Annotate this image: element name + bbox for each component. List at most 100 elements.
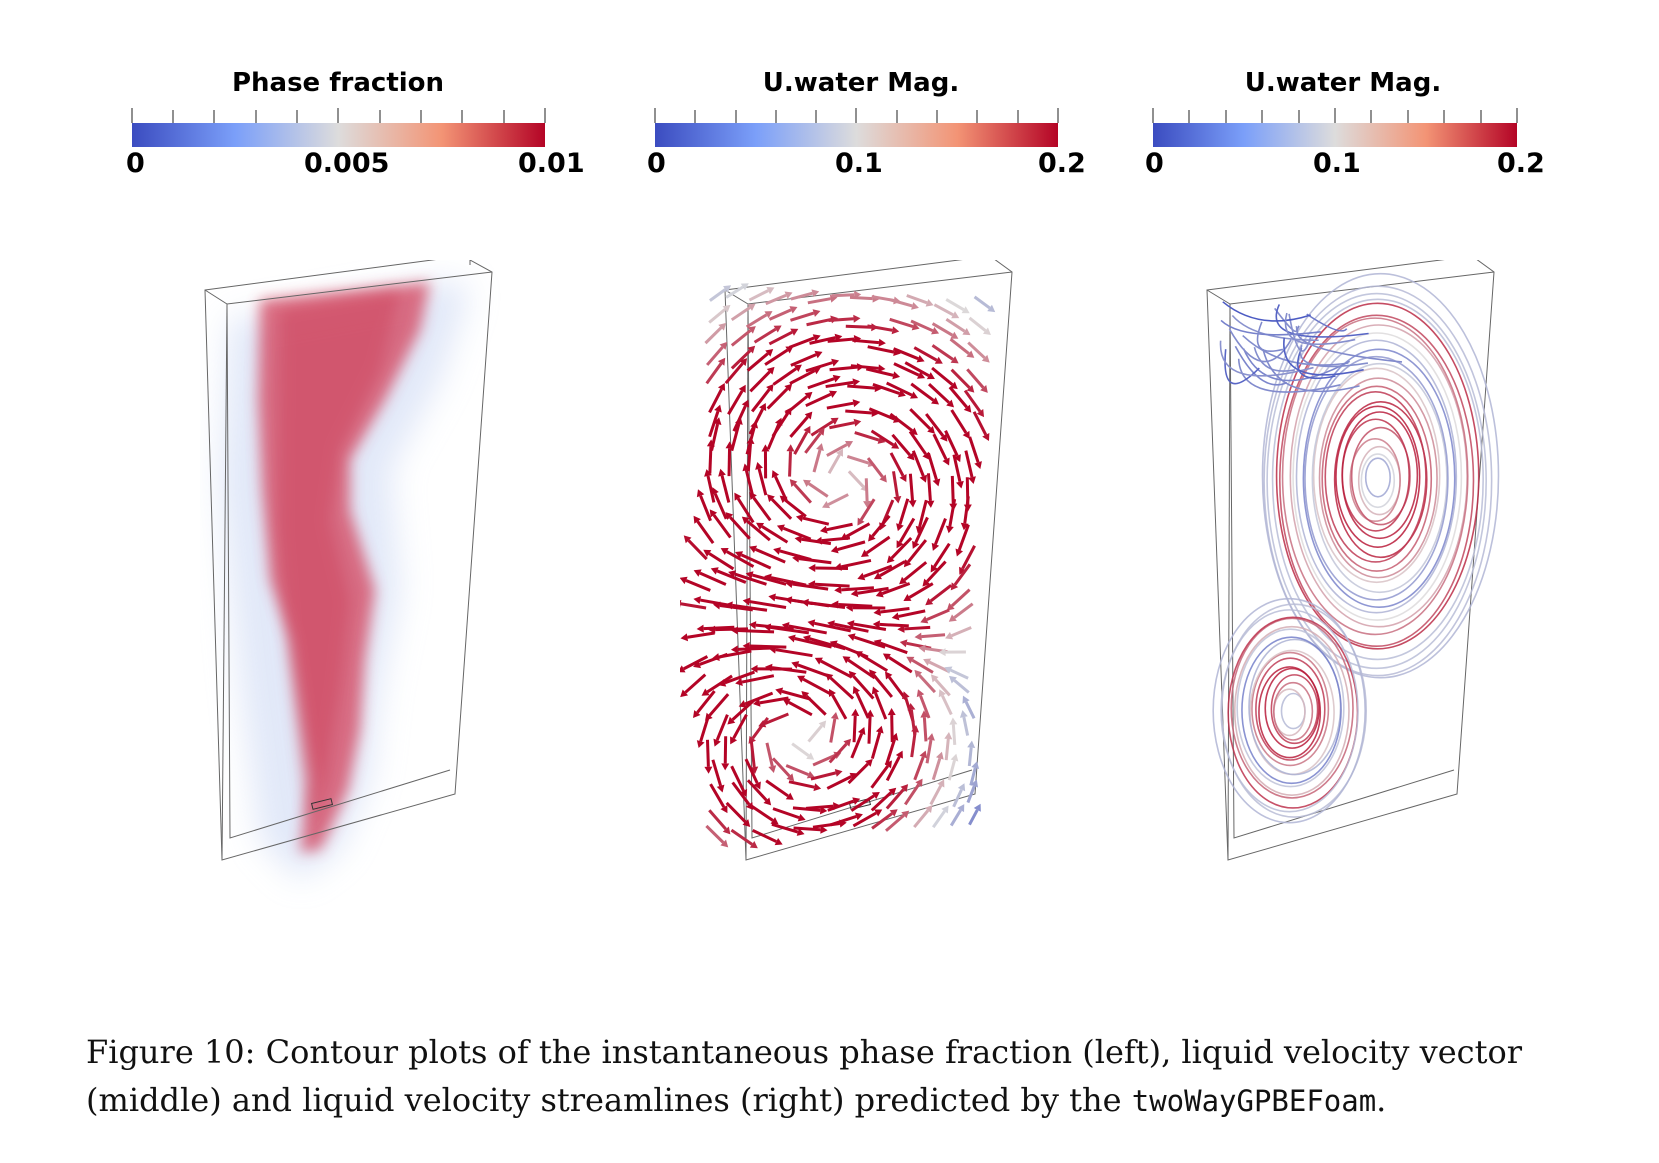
velocity-arrow-head — [739, 358, 748, 367]
velocity-arrow-shaft — [879, 641, 908, 655]
velocity-arrow-head — [916, 354, 925, 363]
velocity-arrow-shaft — [798, 557, 832, 565]
velocity-arrow-head — [926, 372, 935, 380]
velocity-arrow-head — [738, 384, 746, 393]
velocity-arrow-shaft — [829, 676, 855, 700]
velocity-arrow-head — [763, 623, 772, 632]
velocity-arrow-head — [944, 731, 953, 740]
velocity-arrow-shaft — [831, 694, 848, 720]
velocity-arrow-head — [712, 653, 720, 661]
streamline — [1321, 385, 1433, 572]
colorbar-velocity-vector: U.water Mag. 0 0.1 0.2 — [647, 68, 1086, 179]
velocity-arrow-shaft — [850, 732, 864, 759]
velocity-arrow-head — [843, 738, 852, 747]
streamline — [1304, 355, 1449, 601]
streamline — [1292, 332, 1463, 621]
velocity-arrow-shaft — [792, 582, 829, 591]
velocity-arrow-head — [936, 751, 944, 760]
velocity-arrow-head — [765, 349, 774, 357]
velocity-arrow-head — [747, 326, 756, 334]
velocity-arrow-shaft — [745, 313, 768, 329]
velocity-arrow-head — [959, 710, 968, 718]
velocity-arrow-shaft — [963, 496, 970, 524]
velocity-arrow-head — [816, 443, 824, 451]
velocity-arrow-shaft — [732, 603, 768, 612]
velocity-arrow-head — [812, 309, 821, 317]
streamline — [1271, 298, 1484, 661]
velocity-arrow-head — [717, 382, 726, 392]
velocity-arrow-head — [962, 695, 970, 704]
velocity-arrow-head — [680, 576, 688, 585]
velocity-arrow-head — [956, 480, 964, 489]
velocity-arrow-shaft — [797, 663, 831, 678]
velocity-arrow-shaft — [764, 348, 789, 366]
velocity-arrow-head — [806, 752, 815, 760]
velocity-arrow-shaft — [852, 338, 880, 345]
velocity-arrow-head — [779, 495, 788, 504]
velocity-arrow-head — [728, 570, 737, 578]
velocity-arrow-shaft — [741, 674, 775, 684]
velocity-arrow-head — [790, 328, 799, 336]
velocity-arrow-shaft — [904, 625, 931, 631]
velocity-arrow-head — [796, 828, 805, 836]
velocity-arrow-shaft — [889, 412, 914, 432]
velocity-vector-plot — [680, 260, 1013, 861]
velocity-arrow-head — [709, 509, 718, 518]
velocity-arrow-shaft — [814, 582, 850, 588]
velocity-arrow-head — [980, 384, 988, 393]
velocity-arrow-head — [910, 391, 919, 399]
velocity-arrow-head — [711, 487, 719, 496]
velocity-arrow-head — [857, 727, 866, 736]
velocity-arrow-shaft — [753, 327, 777, 344]
velocity-arrow-head — [720, 548, 729, 555]
velocity-arrow-head — [766, 383, 774, 392]
velocity-arrow-shaft — [730, 306, 751, 322]
streamline — [1258, 666, 1322, 759]
streamline — [1324, 391, 1427, 563]
velocity-arrow-head — [814, 350, 823, 359]
velocity-arrow-shaft — [765, 293, 787, 306]
velocity-arrow-head — [932, 478, 941, 487]
velocity-arrow-head — [789, 306, 798, 314]
velocity-arrow-head — [746, 436, 755, 445]
velocity-arrow-shaft — [880, 607, 910, 614]
velocity-arrow-shaft — [699, 715, 711, 742]
streamline — [1212, 597, 1366, 824]
velocity-arrow-head — [852, 797, 861, 805]
streamline — [1253, 346, 1295, 372]
streamline — [1236, 628, 1345, 788]
velocity-arrow-shaft — [820, 659, 852, 679]
velocity-arrow-shaft — [968, 809, 979, 826]
streamline — [1335, 405, 1421, 549]
velocity-arrow-shaft — [821, 536, 851, 543]
velocity-arrow-shaft — [931, 757, 942, 781]
velocity-arrow-shaft — [967, 341, 986, 359]
velocity-arrow-shaft — [911, 450, 925, 477]
velocity-arrow-shaft — [706, 346, 724, 366]
velocity-arrow-head — [886, 555, 895, 564]
velocity-arrow-head — [919, 750, 927, 759]
velocity-arrow-shaft — [885, 788, 905, 810]
velocity-arrow-head — [758, 719, 767, 728]
velocity-arrow-shaft — [781, 689, 811, 701]
velocity-arrow-head — [817, 427, 825, 436]
velocity-arrow-head — [927, 733, 935, 741]
velocity-arrow-shaft — [731, 781, 751, 806]
velocity-arrow-shaft — [727, 448, 732, 477]
velocity-arrow-shaft — [725, 285, 744, 299]
velocity-arrow-head — [806, 770, 815, 779]
velocity-arrow-head — [759, 402, 767, 412]
velocity-arrow-head — [703, 549, 712, 557]
velocity-arrow-head — [944, 666, 953, 674]
velocity-arrow-shaft — [724, 362, 744, 385]
velocity-arrow-shaft — [829, 718, 837, 743]
velocity-arrow-head — [735, 678, 743, 686]
phase-fraction-plot — [204, 260, 493, 880]
velocity-arrow-head — [828, 688, 836, 697]
velocity-arrow-shaft — [867, 716, 872, 744]
colorbar-phase-fraction: Phase fraction 0 0.005 0.01 — [126, 68, 585, 179]
velocity-arrow-shaft — [829, 365, 858, 372]
velocity-arrow-head — [919, 474, 928, 483]
velocity-arrow-shaft — [808, 601, 846, 609]
velocity-arrow-shaft — [953, 679, 970, 694]
